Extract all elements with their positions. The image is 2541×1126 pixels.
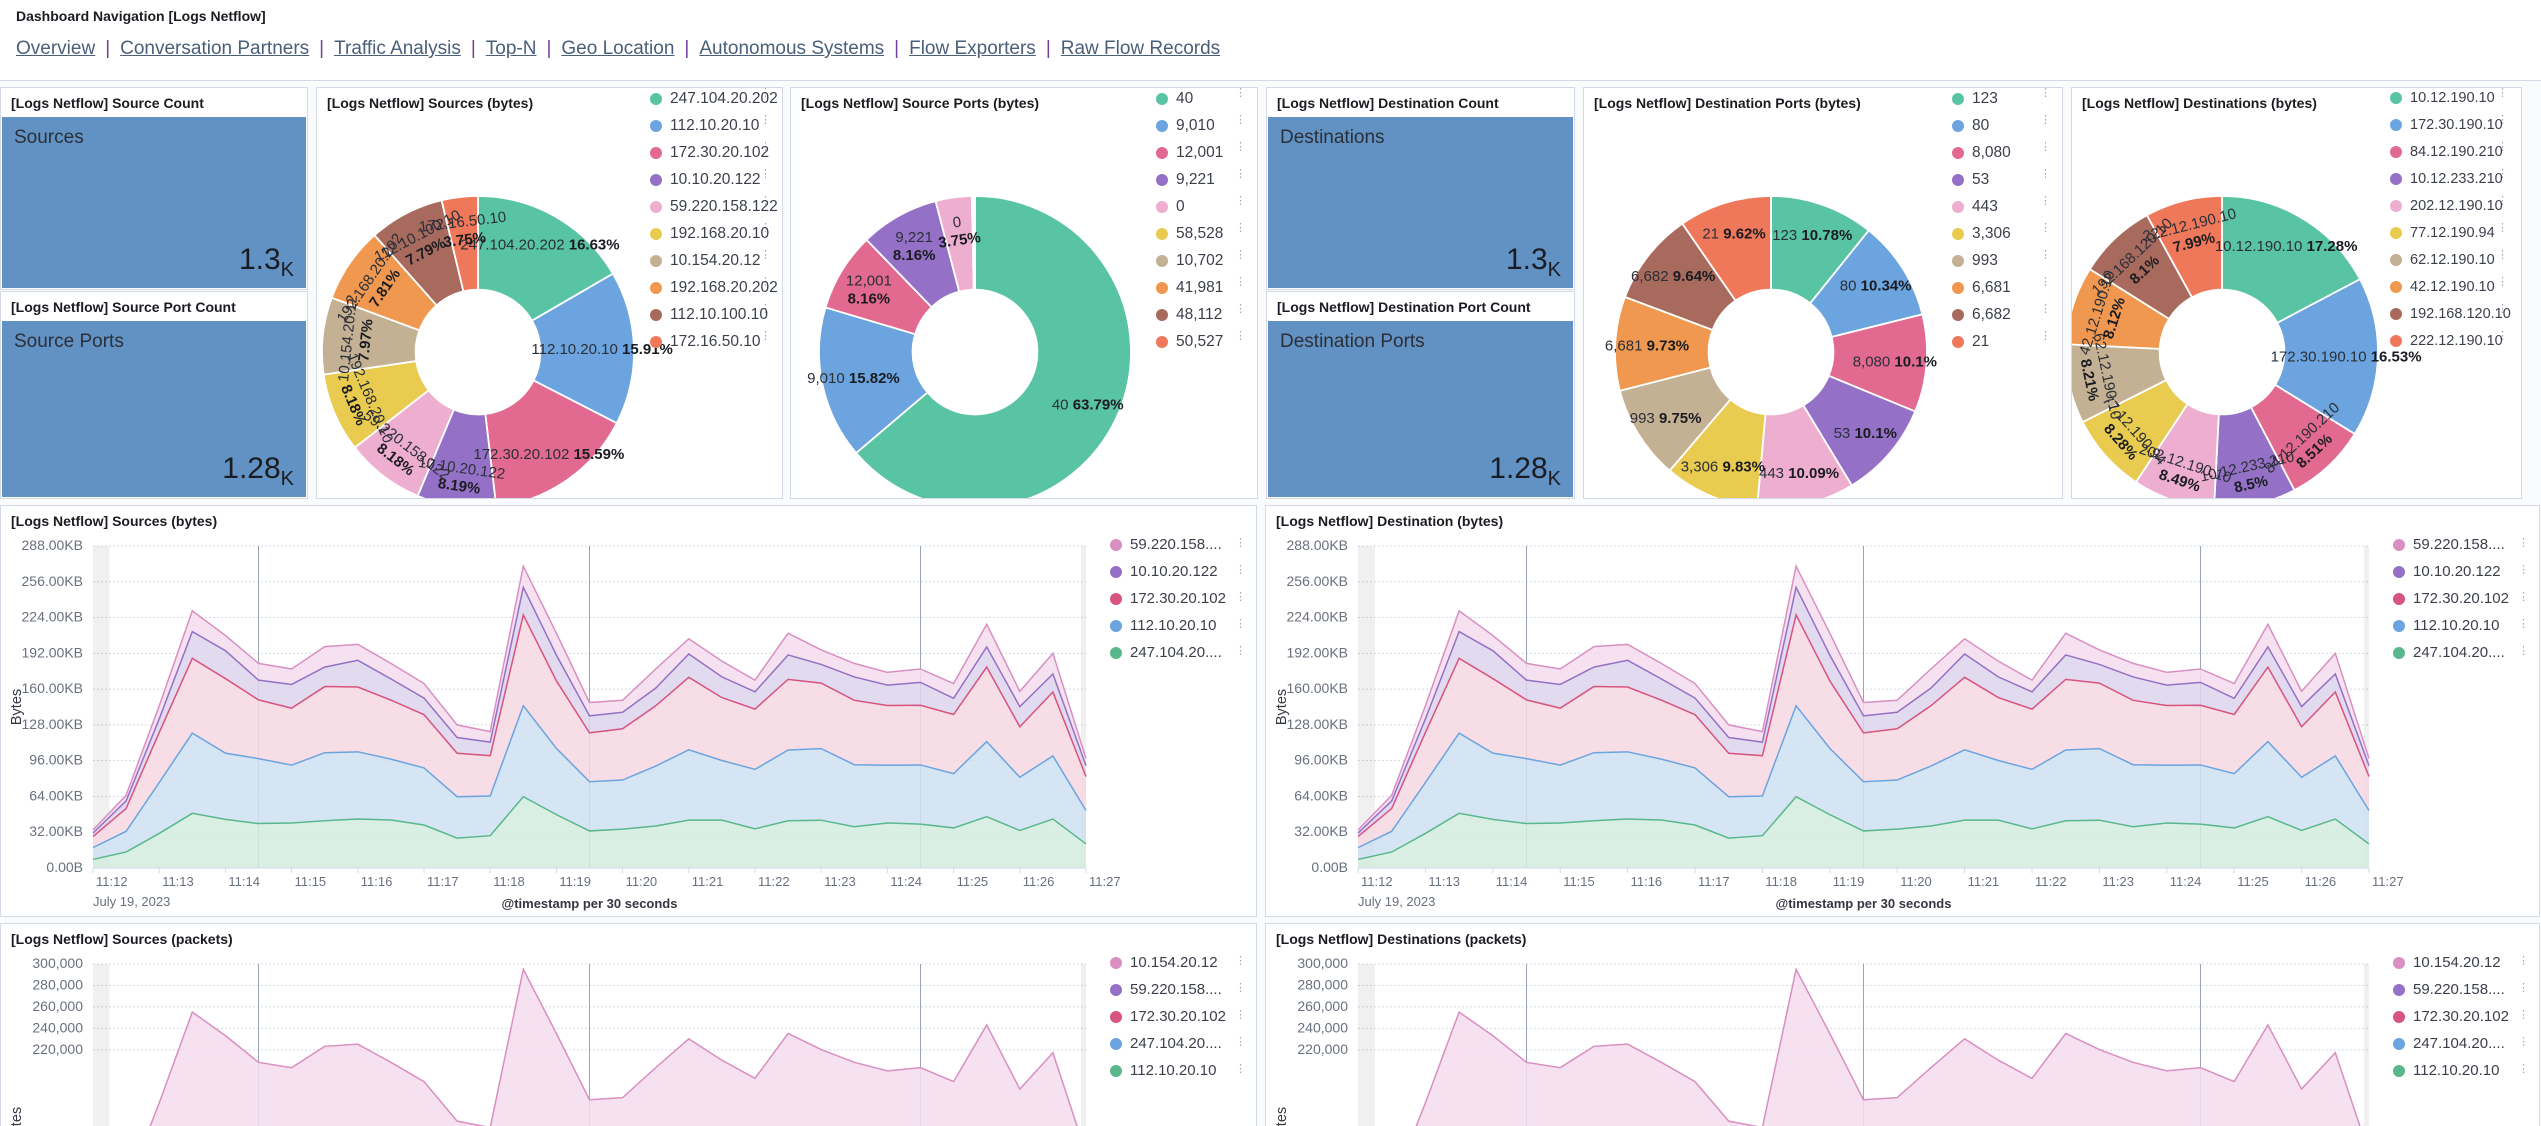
svg-text:11:15: 11:15 [295,874,327,889]
svg-text:3,306 9.83%: 3,306 9.83% [1681,459,1765,476]
svg-text:11:21: 11:21 [692,874,724,889]
svg-text:11:18: 11:18 [1765,874,1797,889]
svg-text:Bytes: Bytes [1274,1107,1290,1126]
svg-text:240,000: 240,000 [32,1019,83,1035]
svg-text:11:14: 11:14 [228,874,260,889]
svg-text:11:15: 11:15 [1563,874,1595,889]
svg-text:443 10.09%: 443 10.09% [1759,465,1839,482]
svg-text:11:20: 11:20 [626,874,658,889]
svg-text:280,000: 280,000 [1297,976,1348,992]
svg-text:11:25: 11:25 [957,874,989,889]
svg-text:11:25: 11:25 [2237,874,2269,889]
svg-text:11:13: 11:13 [162,874,194,889]
svg-text:53 10.1%: 53 10.1% [1834,425,1897,442]
svg-text:11:13: 11:13 [1428,874,1460,889]
svg-text:11:21: 11:21 [1968,874,2000,889]
svg-text:11:12: 11:12 [1361,874,1393,889]
svg-text:192.00KB: 192.00KB [1287,644,1349,660]
svg-text:0.00B: 0.00B [46,859,83,875]
svg-text:11:23: 11:23 [2102,874,2134,889]
svg-text:9,221: 9,221 [895,229,933,246]
svg-text:220,000: 220,000 [32,1041,83,1057]
svg-text:11:22: 11:22 [758,874,790,889]
svg-text:160.00KB: 160.00KB [22,680,84,696]
svg-text:256.00KB: 256.00KB [1287,573,1349,589]
svg-text:32.00KB: 32.00KB [29,823,83,839]
svg-text:260,000: 260,000 [1297,998,1348,1014]
svg-text:96.00KB: 96.00KB [29,752,83,768]
svg-text:11:14: 11:14 [1496,874,1528,889]
svg-text:11:22: 11:22 [2035,874,2067,889]
svg-text:220,000: 220,000 [1297,1041,1348,1057]
svg-text:11:24: 11:24 [890,874,922,889]
svg-text:Bytes: Bytes [9,1107,25,1126]
svg-text:11:23: 11:23 [824,874,856,889]
svg-text:11:16: 11:16 [361,874,393,889]
svg-text:21 9.62%: 21 9.62% [1702,226,1765,243]
svg-text:11:12: 11:12 [96,874,128,889]
svg-text:172.30.190.10 16.53%: 172.30.190.10 16.53% [2271,348,2422,365]
svg-text:6,681 9.73%: 6,681 9.73% [1605,337,1689,354]
svg-text:@timestamp per 30 seconds: @timestamp per 30 seconds [502,896,678,911]
svg-text:10.12.190.10 17.28%: 10.12.190.10 17.28% [2215,238,2358,255]
svg-text:128.00KB: 128.00KB [1287,716,1349,732]
svg-text:8,080 10.1%: 8,080 10.1% [1853,353,1937,370]
svg-text:9,010 15.82%: 9,010 15.82% [807,370,900,387]
svg-text:Bytes: Bytes [1274,689,1290,725]
svg-text:96.00KB: 96.00KB [1294,752,1348,768]
svg-text:0.00B: 0.00B [1311,859,1348,875]
svg-text:@timestamp per 30 seconds: @timestamp per 30 seconds [1776,896,1952,911]
svg-text:993 9.75%: 993 9.75% [1630,410,1702,427]
svg-text:11:16: 11:16 [1631,874,1663,889]
svg-text:12,001: 12,001 [846,273,892,290]
svg-text:11:26: 11:26 [1023,874,1055,889]
svg-text:11:19: 11:19 [559,874,591,889]
svg-text:11:27: 11:27 [1089,874,1121,889]
svg-text:11:24: 11:24 [2170,874,2202,889]
svg-text:160.00KB: 160.00KB [1287,680,1349,696]
svg-text:192.00KB: 192.00KB [22,644,84,660]
svg-text:8.16%: 8.16% [893,247,936,264]
svg-text:224.00KB: 224.00KB [22,609,84,625]
svg-text:128.00KB: 128.00KB [22,716,84,732]
svg-text:11:26: 11:26 [2305,874,2337,889]
svg-text:Bytes: Bytes [9,689,25,725]
svg-text:300,000: 300,000 [1297,955,1348,971]
svg-text:11:18: 11:18 [493,874,525,889]
svg-text:11:20: 11:20 [1900,874,1932,889]
svg-text:11:19: 11:19 [1833,874,1865,889]
svg-text:11:27: 11:27 [2372,874,2404,889]
svg-text:64.00KB: 64.00KB [1294,787,1348,803]
svg-text:256.00KB: 256.00KB [22,573,84,589]
svg-text:11:17: 11:17 [427,874,459,889]
svg-text:288.00KB: 288.00KB [1287,537,1349,553]
svg-text:32.00KB: 32.00KB [1294,823,1348,839]
svg-text:64.00KB: 64.00KB [29,787,83,803]
svg-text:8.16%: 8.16% [848,291,891,308]
svg-text:280,000: 280,000 [32,976,83,992]
svg-text:224.00KB: 224.00KB [1287,609,1349,625]
svg-text:80 10.34%: 80 10.34% [1840,277,1912,294]
svg-text:240,000: 240,000 [1297,1019,1348,1035]
svg-text:6,682 9.64%: 6,682 9.64% [1631,268,1715,285]
svg-text:11:17: 11:17 [1698,874,1730,889]
svg-text:288.00KB: 288.00KB [22,537,84,553]
svg-text:123 10.78%: 123 10.78% [1772,227,1852,244]
svg-text:July 19, 2023: July 19, 2023 [93,894,170,909]
svg-text:300,000: 300,000 [32,955,83,971]
svg-text:40 63.79%: 40 63.79% [1052,396,1124,413]
svg-text:260,000: 260,000 [32,998,83,1014]
svg-text:July 19, 2023: July 19, 2023 [1358,894,1435,909]
svg-text:172.30.20.102 15.59%: 172.30.20.102 15.59% [473,446,624,463]
